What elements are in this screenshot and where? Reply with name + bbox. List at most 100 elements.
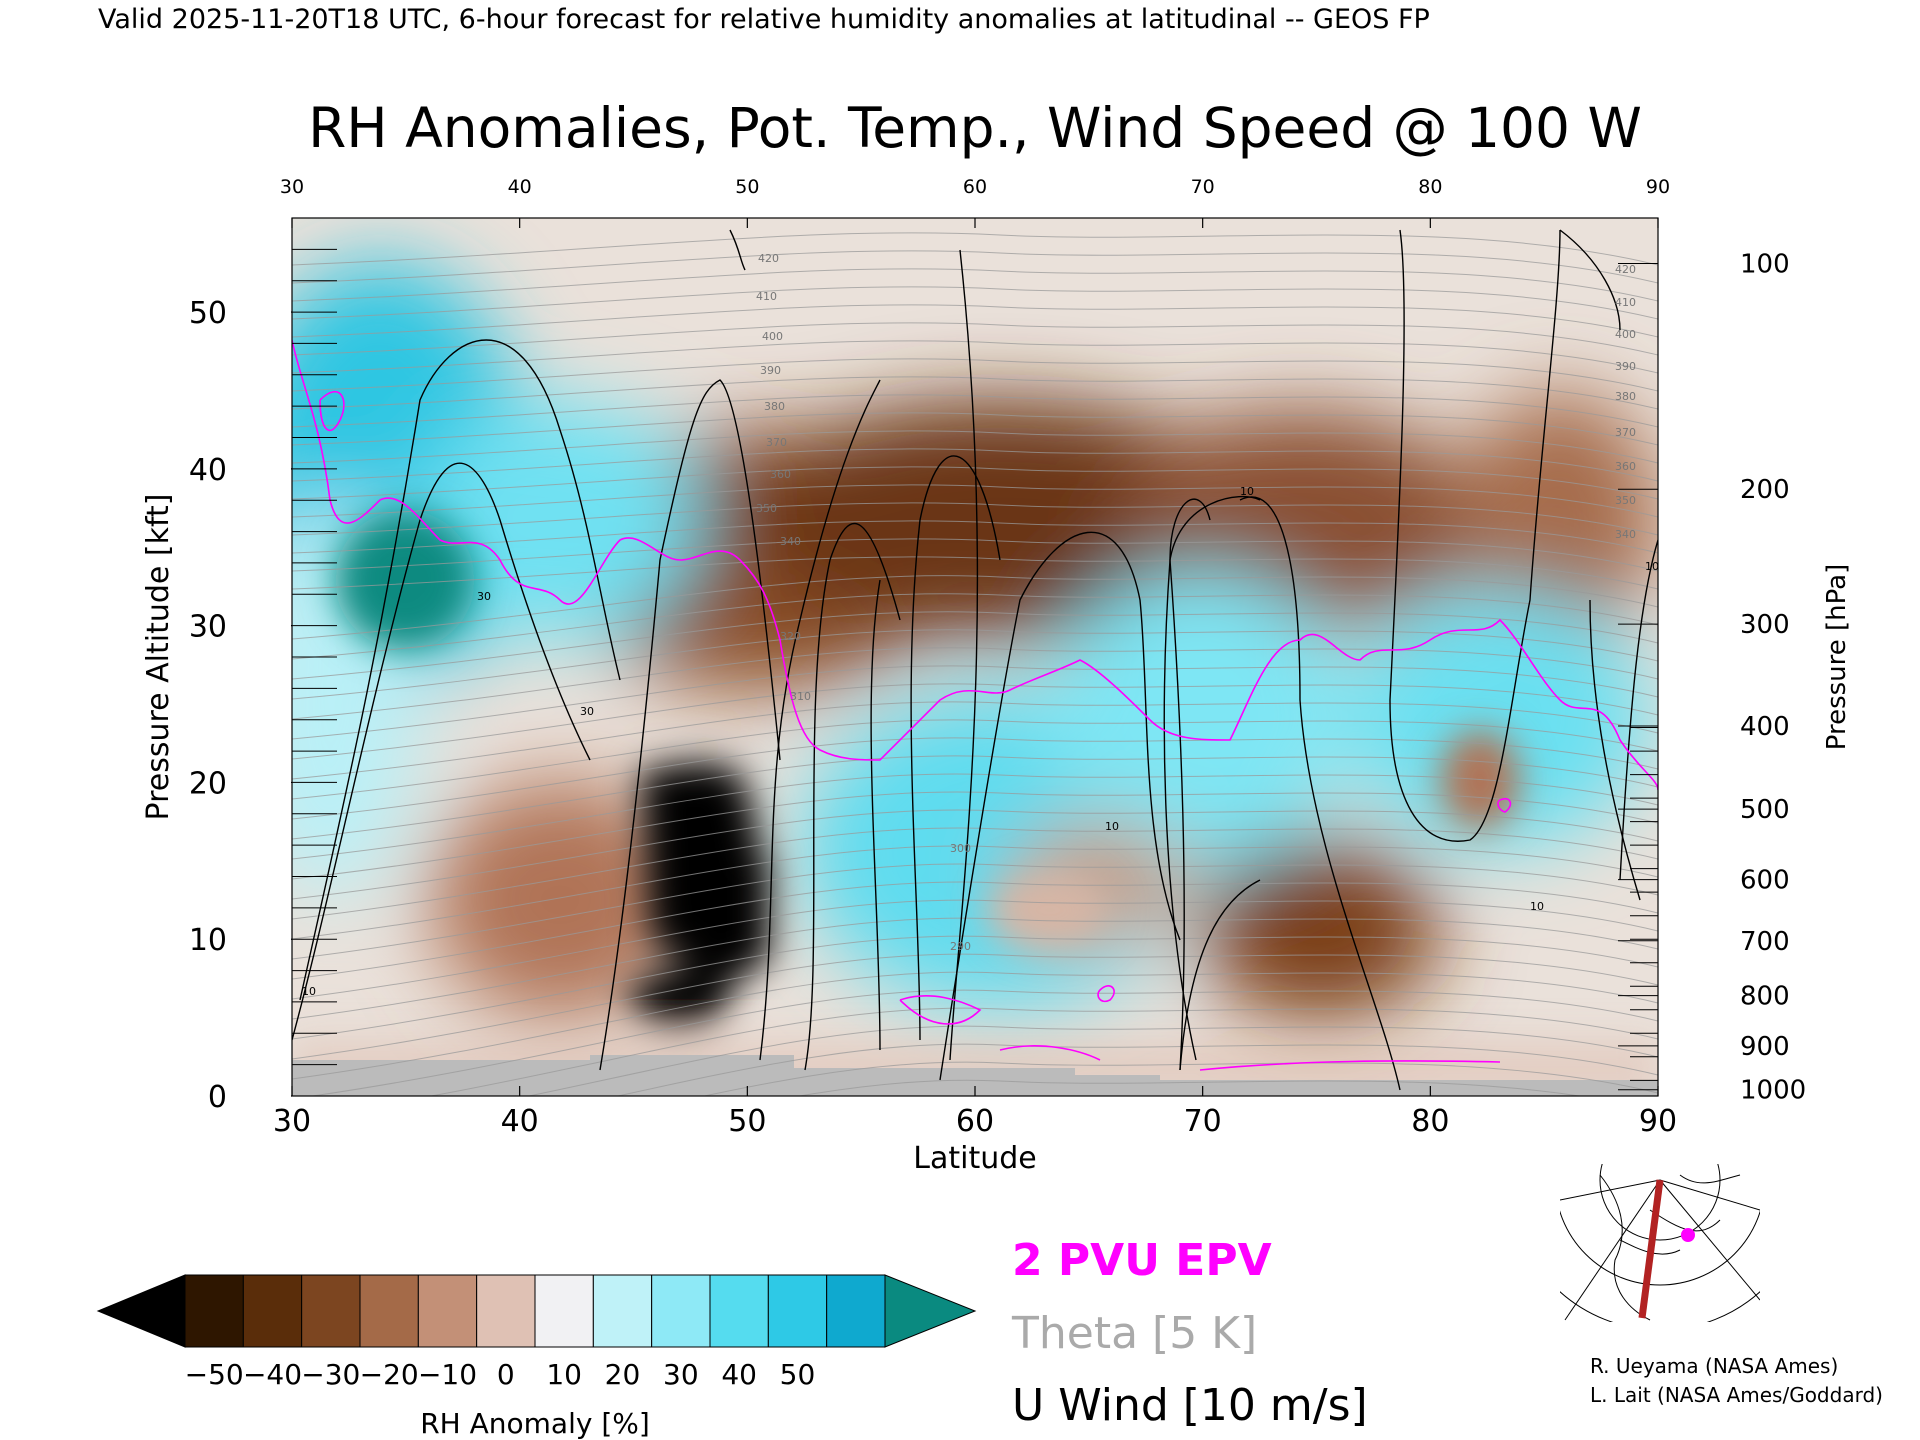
plot-area: 420 410 400 390 380 370 360 350 340 320 310 300 290 4… xyxy=(292,218,1658,1096)
cross-section-track xyxy=(1638,1179,1664,1319)
colorbar-label: RH Anomaly [%] xyxy=(420,1407,650,1440)
theta-contour xyxy=(428,1007,1658,1096)
locator-map xyxy=(1560,1164,1760,1322)
colorbar-segment xyxy=(592,1274,653,1348)
theta-label: 380 xyxy=(764,400,785,413)
rh-region-dry-low-east xyxy=(1200,840,1440,1020)
colorbar-over-arrow xyxy=(884,1274,977,1348)
wind-contours xyxy=(292,229,1658,1091)
theta-contour xyxy=(292,791,1658,880)
epv-contour-main xyxy=(292,339,1658,791)
theta-contour xyxy=(526,1025,1658,1096)
colorbar-segment xyxy=(826,1274,886,1348)
theta-label: 350 xyxy=(756,502,777,515)
theta-label-right: 370 xyxy=(1615,426,1636,439)
pressure-tick-label: 1000 xyxy=(1740,1076,1806,1106)
pressure-tick-label: 700 xyxy=(1740,927,1790,957)
rh-region-very-dry-b xyxy=(700,760,760,870)
x-tick-label: 60 xyxy=(956,1104,994,1139)
theta-contour xyxy=(292,611,1658,680)
theta-contour xyxy=(292,304,1658,338)
x-tick-label: 90 xyxy=(1639,1104,1677,1139)
wind-contour-4 xyxy=(759,379,881,1061)
legend-theta: Theta [5 K] xyxy=(1011,1308,1257,1359)
wind-contour-17 xyxy=(1619,539,1658,881)
credit-line-1: R. Ueyama (NASA Ames) xyxy=(1590,1354,1838,1378)
rh-region-dry-low-mid-b xyxy=(990,870,1110,950)
colorbar-segment xyxy=(184,1274,244,1348)
theta-contour xyxy=(292,773,1658,860)
theta-contour xyxy=(292,466,1658,500)
legend-wind: U Wind [10 m/s] xyxy=(1012,1380,1368,1431)
theta-contour xyxy=(292,448,1658,482)
theta-contour xyxy=(292,665,1658,740)
wind-contour-5 xyxy=(804,522,901,1071)
theta-label: 370 xyxy=(766,436,787,449)
wind-contour-7 xyxy=(949,249,979,1061)
colorbar-tick-label: −30 xyxy=(301,1358,360,1391)
x-top-tick-label: 80 xyxy=(1418,176,1442,198)
theta-contour xyxy=(702,1061,1658,1096)
theta-label: 320 xyxy=(780,630,801,643)
wind-contour-15 xyxy=(1559,229,1621,331)
map-meridian-2 xyxy=(1659,1179,1760,1301)
y2-axis-title: Pressure [hPa] xyxy=(1822,564,1852,751)
location-marker xyxy=(1681,1228,1695,1242)
colorbar-segment xyxy=(301,1274,361,1348)
wind-contour-11 xyxy=(1163,495,1261,1061)
colorbar-segment xyxy=(651,1274,711,1348)
x-top-tick-label: 50 xyxy=(735,176,759,198)
axes: 3030404050506060707080809090010203040501… xyxy=(189,176,1806,1139)
colorbar-segment xyxy=(476,1274,536,1348)
theta-contour xyxy=(292,484,1658,518)
theta-label-right: 350 xyxy=(1615,494,1636,507)
map-grid-ring-2 xyxy=(1560,1210,1760,1286)
wind-label: 10 xyxy=(302,985,316,998)
wind-label: 30 xyxy=(477,590,491,603)
pressure-tick-label: 500 xyxy=(1740,795,1790,825)
colorbar-tick-label: −20 xyxy=(360,1358,419,1391)
epv-contour-loop-3 xyxy=(999,1045,1101,1061)
map-meridian-4 xyxy=(1659,1179,1760,1211)
y-tick-label: 50 xyxy=(189,296,227,331)
theta-contour xyxy=(292,520,1658,554)
theta-contour xyxy=(292,286,1658,320)
epv-contour-loop-2 xyxy=(899,995,982,1025)
theta-contour xyxy=(292,575,1658,640)
pressure-tick-label: 600 xyxy=(1740,866,1790,896)
y-axis-title: Pressure Altitude [kft] xyxy=(141,494,176,821)
theta-contour xyxy=(292,845,1658,940)
theta-label: 360 xyxy=(770,468,791,481)
x-tick-label: 50 xyxy=(728,1104,766,1139)
wind-contour-12 xyxy=(1179,879,1261,1071)
pressure-tick-label: 900 xyxy=(1740,1032,1790,1062)
y-tick-label: 0 xyxy=(208,1080,227,1115)
wind-contour-labels: 10 30 30 10 10 10 10 xyxy=(302,485,1658,998)
theta-contour xyxy=(292,971,1658,1080)
epv-contour-loop-4 xyxy=(1097,985,1115,1003)
pressure-tick-label: 400 xyxy=(1740,712,1790,742)
theta-label-right: 340 xyxy=(1615,528,1636,541)
pressure-tick-label: 200 xyxy=(1740,475,1790,505)
theta-contour xyxy=(796,1079,1584,1096)
pressure-tick-label: 300 xyxy=(1740,610,1790,640)
x-top-tick-label: 40 xyxy=(508,176,532,198)
epv-contour-loop-5 xyxy=(1497,797,1512,813)
colorbar-tick-label: 30 xyxy=(663,1358,699,1391)
theta-contour xyxy=(292,538,1658,572)
theta-contour xyxy=(292,412,1658,446)
wind-contour-6 xyxy=(910,455,1001,1041)
theta-contour xyxy=(292,250,1658,284)
epv-2pvu-contours xyxy=(292,339,1658,1071)
rh-region-very-dry-c xyxy=(630,970,730,1030)
rh-region-dry-upper-d xyxy=(1460,390,1658,650)
chart-title: RH Anomalies, Pot. Temp., Wind Speed @ 1… xyxy=(308,96,1642,160)
x-top-tick-label: 60 xyxy=(963,176,987,198)
wind-contour-8 xyxy=(870,579,881,1051)
x-top-tick-label: 70 xyxy=(1191,176,1215,198)
wind-label: 10 xyxy=(1530,900,1544,913)
theta-contours xyxy=(292,232,1658,1096)
theta-contour xyxy=(292,502,1658,536)
colorbar-tick-label: 20 xyxy=(605,1358,641,1391)
theta-contour xyxy=(292,232,1658,266)
